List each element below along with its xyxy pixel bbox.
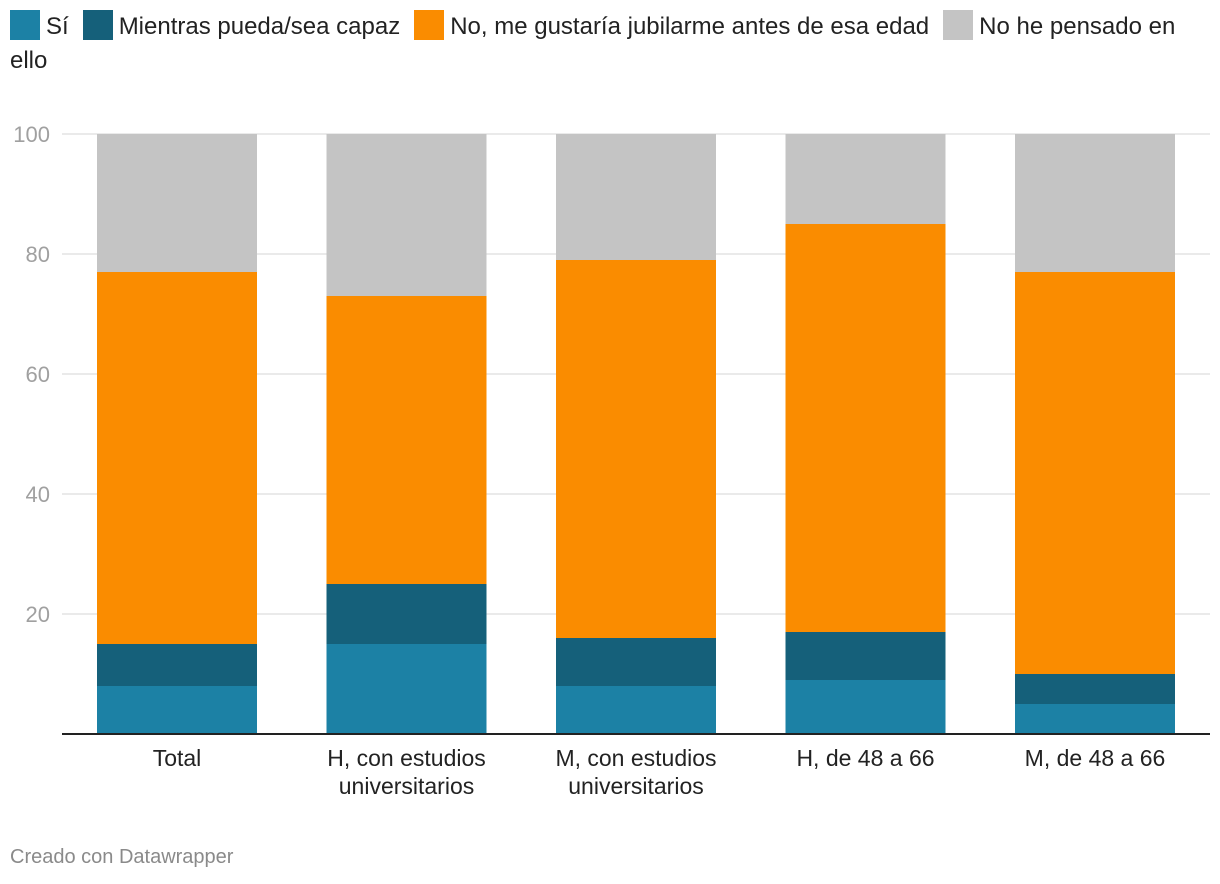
bar-2-series-0: [556, 686, 716, 734]
bar-0-series-3: [97, 134, 257, 272]
bar-1-series-1: [326, 584, 487, 644]
bar-0-series-1: [97, 644, 257, 686]
legend-label-2: No, me gustaría jubilarme antes de esa e…: [450, 13, 930, 40]
y-tick-label-80: 80: [26, 242, 50, 267]
bar-4-series-1: [1015, 674, 1175, 704]
legend-label-3: No he pensado en ello: [10, 13, 1176, 74]
bar-2-series-3: [556, 134, 716, 260]
legend-label-0: Sí: [46, 13, 69, 40]
legend-swatch-3: [943, 10, 974, 40]
bar-3-series-1: [785, 632, 946, 680]
legend-swatch-2: [414, 10, 445, 40]
bar-0-series-0: [97, 686, 257, 734]
bar-3-series-2: [785, 224, 946, 632]
legend-label-1: Mientras pueda/sea capaz: [118, 13, 401, 40]
x-tick-label-4-line-0: M, de 48 a 66: [1025, 745, 1166, 771]
bar-1-series-0: [326, 644, 487, 734]
legend-swatch-1: [82, 10, 113, 40]
x-tick-label-1-line-1: universitarios: [339, 773, 475, 799]
x-tick-label-3-line-0: H, de 48 a 66: [796, 745, 934, 771]
chart-legend: Sí Mientras pueda/sea capaz No, me gustarí…: [10, 10, 1205, 78]
bar-4-series-2: [1015, 272, 1175, 674]
x-tick-label-2-line-1: universitarios: [568, 773, 704, 799]
y-tick-label-60: 60: [26, 362, 50, 387]
bar-3-series-0: [785, 680, 946, 734]
y-tick-label-40: 40: [26, 482, 50, 507]
y-tick-label-100: 100: [13, 122, 50, 147]
footer-credit: Creado con Datawrapper: [10, 846, 234, 868]
bar-2-series-2: [556, 260, 716, 638]
bar-4-series-3: [1015, 134, 1175, 272]
bar-1-series-2: [326, 296, 487, 584]
bar-4-series-0: [1015, 704, 1175, 734]
x-tick-label-1-line-0: H, con estudios: [327, 745, 486, 771]
bar-1-series-3: [326, 134, 487, 296]
y-tick-label-20: 20: [26, 602, 50, 627]
x-tick-label-0-line-0: Total: [153, 745, 202, 771]
bar-2-series-1: [556, 638, 716, 686]
bar-3-series-3: [785, 134, 946, 224]
bar-0-series-2: [97, 272, 257, 644]
legend-swatch-0: [10, 10, 40, 40]
legend-item-1: Mientras pueda/sea capaz: [82, 10, 401, 40]
x-tick-label-2-line-0: M, con estudios: [555, 745, 716, 771]
legend-item-3: No he pensado en ello: [10, 10, 1176, 74]
legend-item-2: No, me gustaría jubilarme antes de esa e…: [414, 10, 930, 40]
legend-item-0: Sí: [10, 10, 69, 40]
